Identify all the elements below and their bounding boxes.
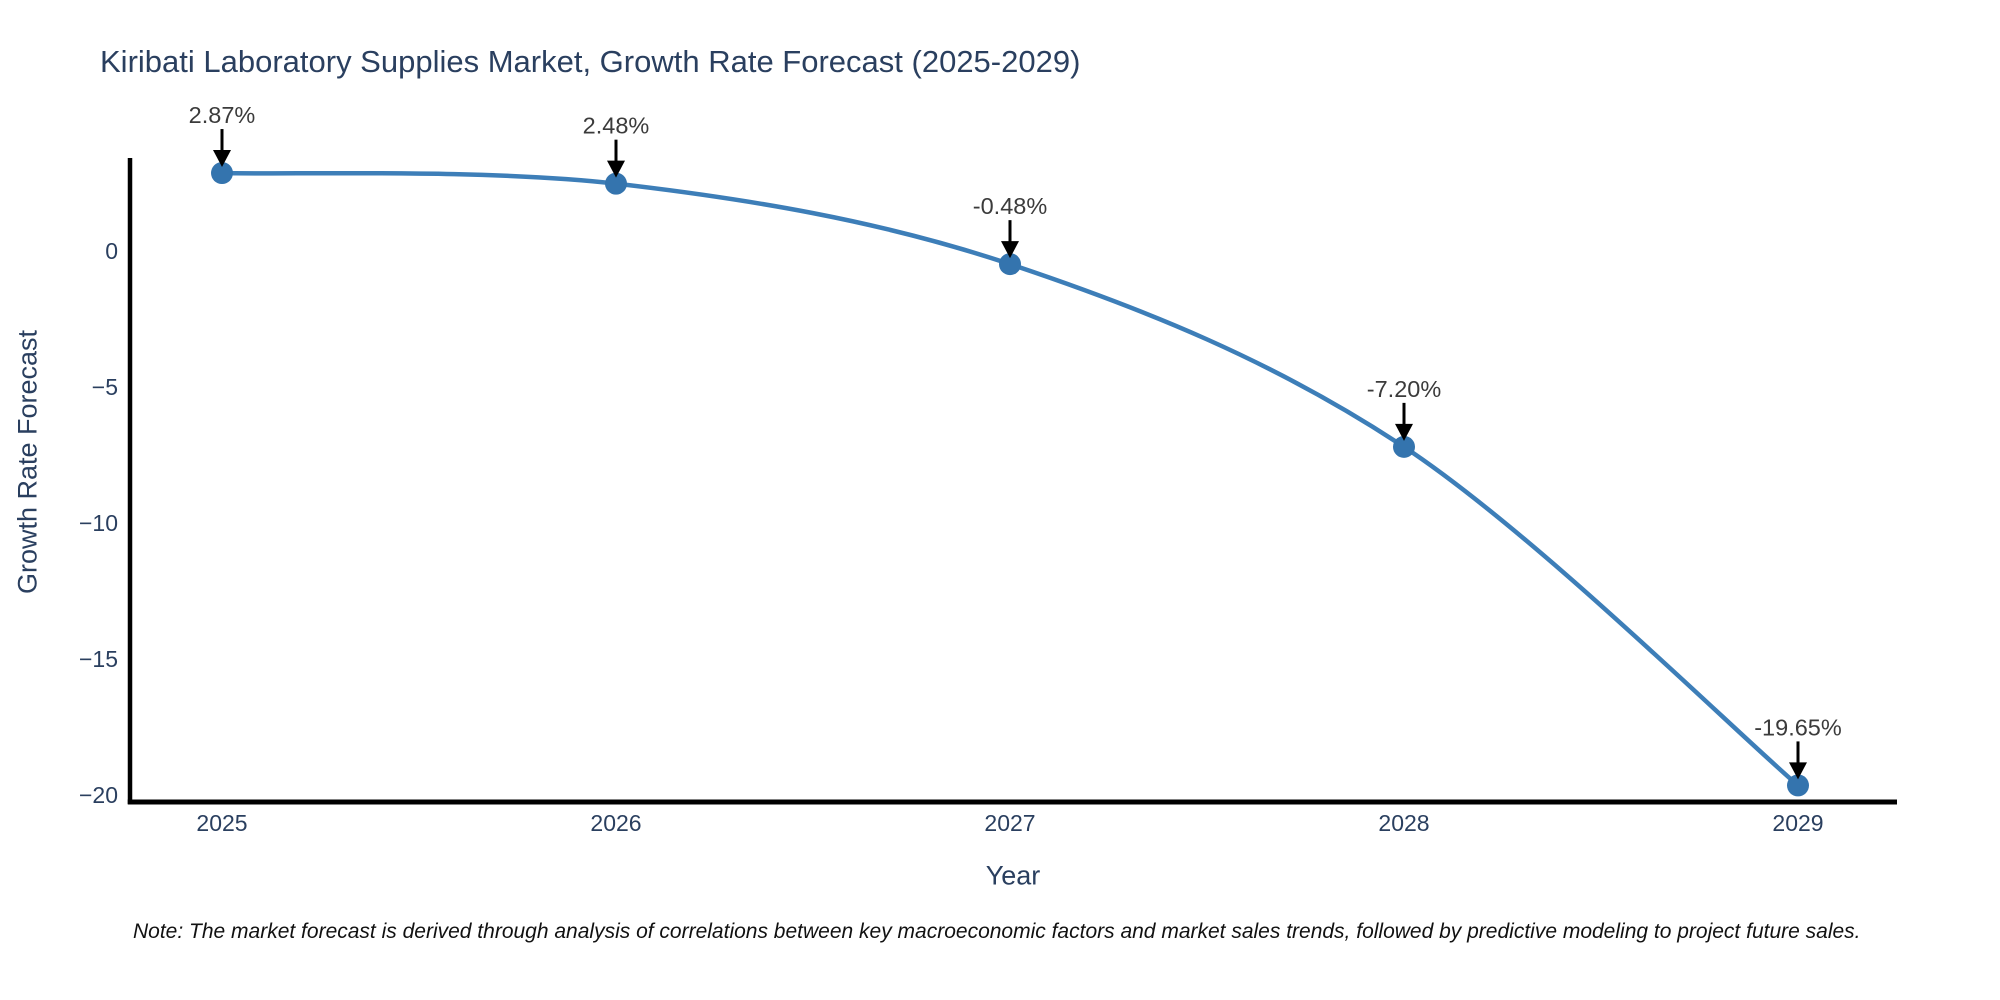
x-tick-label: 2029 — [1772, 810, 1823, 836]
annotation-arrow-head — [607, 160, 625, 178]
data-point-marker — [999, 253, 1021, 276]
y-tick-label: −15 — [79, 646, 118, 672]
annotation-arrow-head — [1395, 423, 1413, 441]
annotation-arrow-head — [213, 150, 231, 168]
y-tick-label: 0 — [105, 238, 118, 264]
y-tick-label: −10 — [79, 510, 118, 536]
x-tick-label: 2027 — [984, 810, 1035, 836]
chart-title: Kiribati Laboratory Supplies Market, Gro… — [100, 44, 1081, 79]
data-point-label: -7.20% — [1367, 376, 1442, 402]
data-point-label: 2.48% — [583, 113, 650, 139]
data-point-label: -0.48% — [973, 193, 1048, 219]
data-point-marker — [211, 162, 233, 185]
x-axis-title: Year — [985, 860, 1041, 891]
annotation-arrow-head — [1789, 762, 1807, 780]
data-point-marker — [1787, 774, 1809, 797]
data-point-marker — [605, 172, 627, 195]
chart-footnote: Note: The market forecast is derived thr… — [133, 920, 1861, 943]
x-tick-label: 2028 — [1378, 810, 1429, 836]
y-tick-label: −20 — [79, 782, 118, 808]
x-tick-label: 2026 — [590, 810, 641, 836]
annotation-arrow-head — [1001, 241, 1019, 259]
x-tick-label: 2025 — [196, 810, 247, 836]
data-point-marker — [1393, 435, 1415, 458]
data-point-label: -19.65% — [1754, 714, 1842, 740]
y-tick-label: −5 — [92, 374, 118, 400]
data-point-label: 2.87% — [189, 102, 256, 128]
y-axis-title: Growth Rate Forecast — [12, 329, 43, 595]
